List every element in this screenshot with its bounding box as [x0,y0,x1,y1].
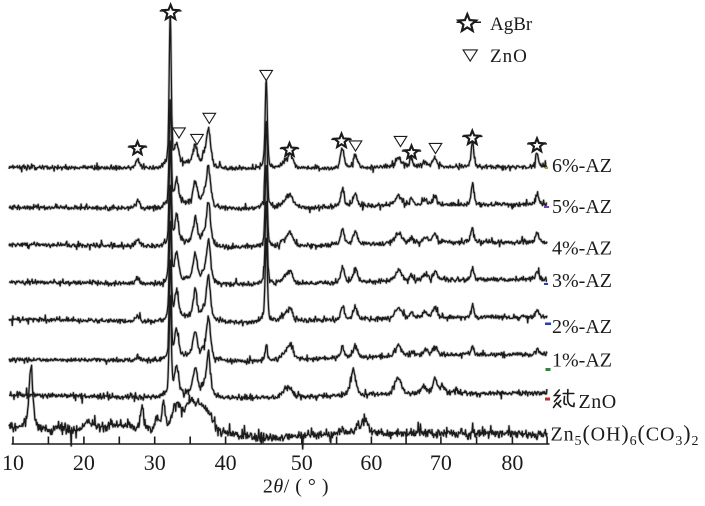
svg-text:3%-AZ: 3%-AZ [552,270,612,292]
svg-text:ZnO: ZnO [490,46,528,67]
svg-text:60: 60 [360,450,382,475]
svg-text:30: 30 [144,450,166,475]
svg-text:ZnO: ZnO [579,391,617,413]
svg-text:2%-AZ: 2%-AZ [552,316,612,338]
svg-text:50: 50 [291,450,313,475]
svg-text:70: 70 [430,450,452,475]
svg-text:5%-AZ: 5%-AZ [552,196,612,218]
svg-text:20: 20 [73,450,95,475]
svg-text:80: 80 [501,450,523,475]
svg-text:2θ/ ( ° ): 2θ/ ( ° ) [263,476,329,498]
svg-text:4%-AZ: 4%-AZ [552,238,612,260]
svg-text:6%-AZ: 6%-AZ [552,155,612,177]
svg-text:1%-AZ: 1%-AZ [552,350,612,372]
svg-text:AgBr: AgBr [490,14,533,35]
svg-text:10: 10 [2,450,24,475]
svg-text:40: 40 [215,450,237,475]
